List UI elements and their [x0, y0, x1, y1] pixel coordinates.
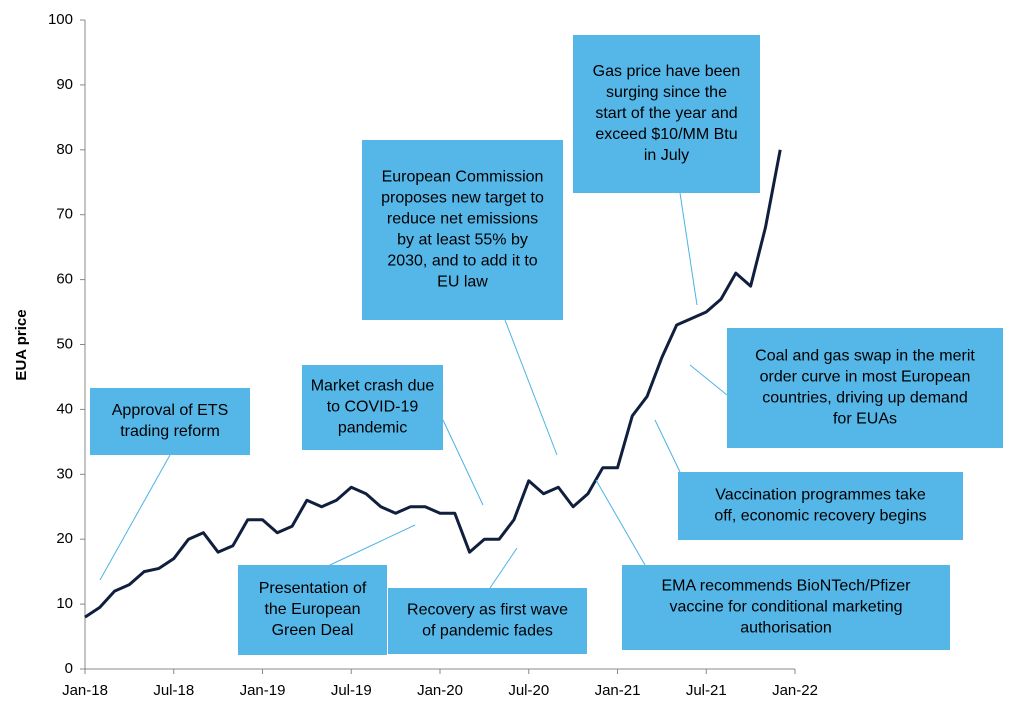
annotation-box: [573, 35, 760, 193]
annotation: Approval of ETS trading reform: [90, 388, 250, 581]
annotation-text: Presentation of: [259, 580, 367, 597]
annotation-text: exceed $10/MM Btu: [595, 126, 737, 143]
annotation-text: Approval of ETS: [112, 402, 229, 419]
annotation-text: 2030, and to add it to: [387, 253, 537, 270]
y-tick-label: 80: [56, 141, 73, 158]
annotation-box: [362, 140, 563, 320]
x-tick-label: Jul-19: [331, 682, 372, 699]
annotation-text: start of the year and: [595, 105, 737, 122]
annotation-box: [90, 388, 250, 455]
annotation-text: in July: [644, 147, 689, 164]
annotation-box: [678, 472, 963, 540]
annotation-text: surging since the: [606, 84, 727, 101]
x-tick-label: Jan-19: [240, 682, 286, 699]
y-tick-label: 20: [56, 530, 73, 547]
x-tick-label: Jan-18: [62, 682, 108, 699]
annotation-box: [388, 588, 587, 654]
annotation-leader: [679, 192, 698, 306]
annotation: Market crash due to COVID-19 pandemic: [302, 365, 484, 506]
annotation-leader: [99, 454, 171, 581]
price-line: [84, 149, 782, 619]
y-tick-label: 50: [56, 335, 73, 352]
annotation: Gas price have been surging since the star…: [573, 35, 760, 306]
annotation-text: for EUAs: [833, 411, 897, 428]
x-tick-label: Jan-21: [595, 682, 641, 699]
y-tick-label: 70: [56, 206, 73, 223]
annotation-leader: [654, 419, 681, 473]
annotation-box: [622, 565, 950, 650]
annotation-leader: [595, 479, 646, 566]
annotation: Vaccination programmes take off, economic…: [654, 419, 963, 540]
annotation-box: [727, 328, 1003, 448]
y-tick-label: 40: [56, 400, 73, 417]
annotation-leader: [504, 319, 558, 456]
annotation-text: EMA recommends BioNTech/Pfizer: [662, 578, 912, 595]
y-tick-label: 60: [56, 271, 73, 288]
annotation: Presentation of the European Green Deal: [238, 524, 416, 655]
annotation-leader: [489, 547, 518, 589]
annotation-text: Market crash due: [311, 378, 435, 395]
annotation-box: [238, 565, 387, 655]
annotation-text: vaccine for conditional marketing: [669, 599, 902, 616]
annotation: European Commission proposes new target t…: [362, 140, 563, 456]
annotation-text: countries, driving up demand: [762, 390, 967, 407]
y-tick-label: 90: [56, 76, 73, 93]
annotation-text: Recovery as first wave: [407, 602, 568, 619]
annotation-text: Green Deal: [272, 622, 354, 639]
x-tick-label: Jul-20: [508, 682, 549, 699]
annotation-text: proposes new target to: [381, 190, 544, 207]
y-tick-label: 100: [48, 11, 73, 28]
annotation-box: [302, 365, 443, 450]
x-tick-label: Jul-18: [153, 682, 194, 699]
y-tick-label: 0: [65, 660, 73, 677]
annotation-leader: [329, 524, 416, 566]
annotation-text: to COVID-19: [327, 399, 419, 416]
annotation-leader: [689, 364, 728, 396]
annotation-text: off, economic recovery begins: [714, 508, 926, 525]
y-tick-label: 30: [56, 465, 73, 482]
annotation-text: Gas price have been: [593, 63, 741, 80]
x-tick-label: Jan-22: [772, 682, 818, 699]
annotation-text: of pandemic fades: [422, 623, 553, 640]
annotation: Coal and gas swap in the merit order curv…: [689, 328, 1003, 448]
annotation-text: Vaccination programmes take: [715, 487, 926, 504]
annotation-text: pandemic: [338, 420, 407, 437]
annotation-text: authorisation: [740, 620, 832, 637]
annotation-text: by at least 55% by: [397, 232, 528, 249]
x-tick-label: Jan-20: [417, 682, 463, 699]
y-axis-label: EUA price: [13, 309, 30, 380]
annotation-text: European Commission: [382, 169, 544, 186]
annotation-text: Coal and gas swap in the merit: [755, 348, 975, 365]
y-tick-label: 10: [56, 595, 73, 612]
annotation: Recovery as first wave of pandemic fades: [388, 547, 587, 654]
annotation-text: the European: [264, 601, 360, 618]
x-tick-label: Jul-21: [686, 682, 727, 699]
annotation-text: reduce net emissions: [387, 211, 538, 228]
annotation: EMA recommends BioNTech/Pfizer vaccine fo…: [595, 479, 950, 650]
annotation-text: EU law: [437, 274, 488, 291]
annotation-leader: [442, 419, 484, 506]
annotation-text: order curve in most European: [760, 369, 971, 386]
annotation-text: trading reform: [120, 423, 220, 440]
